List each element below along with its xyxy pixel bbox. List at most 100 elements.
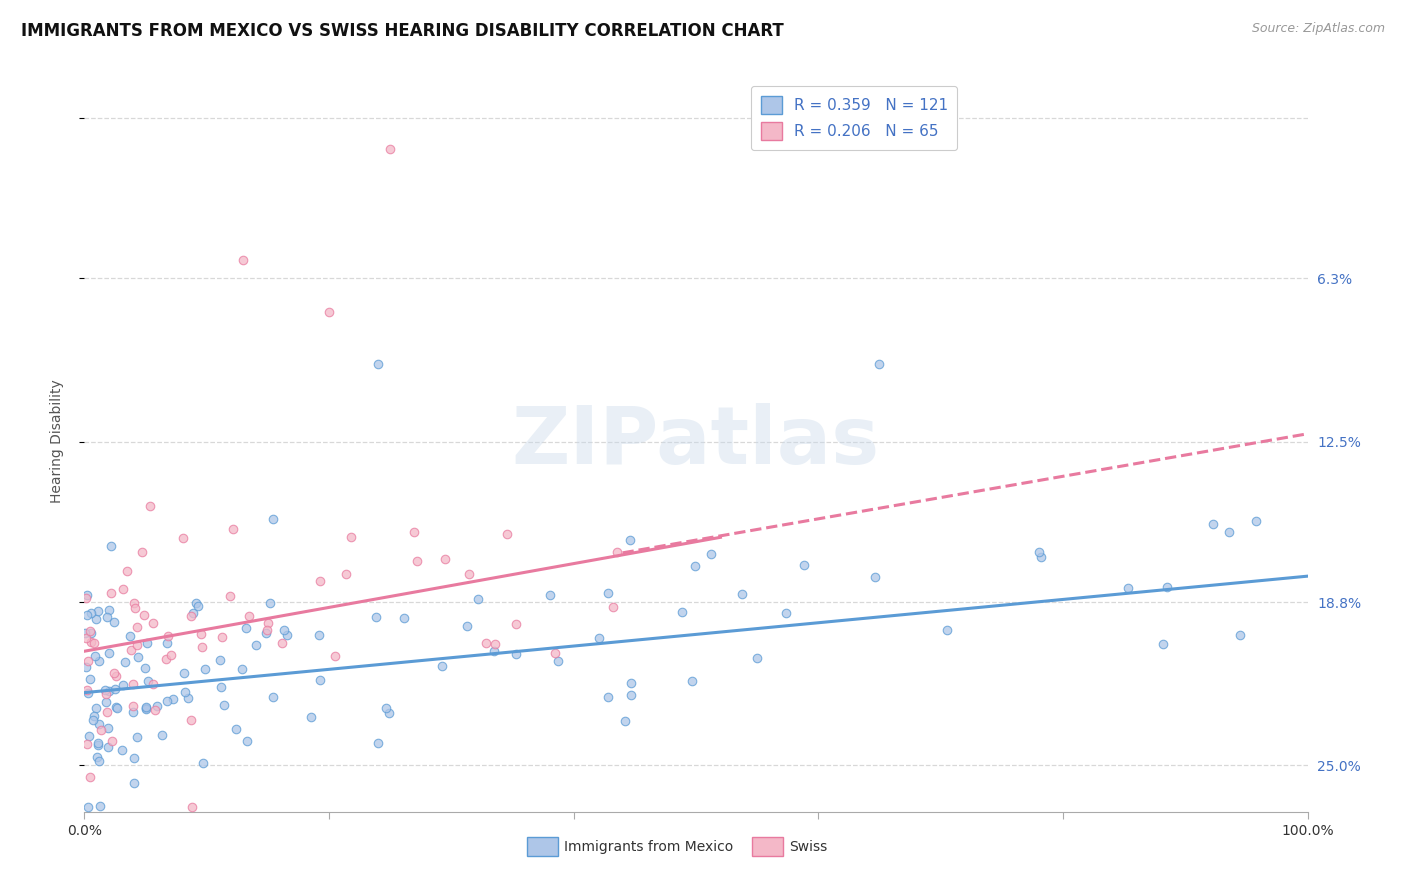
Point — [87, 654, 110, 668]
Point — [232, 253, 254, 268]
Point — [94, 695, 117, 709]
Point — [308, 574, 330, 589]
Point — [187, 599, 209, 614]
Point — [219, 589, 242, 603]
Text: Source: ZipAtlas.com: Source: ZipAtlas.com — [1251, 22, 1385, 36]
Point — [84, 701, 107, 715]
Point — [863, 570, 886, 584]
Point — [392, 611, 415, 625]
Point — [97, 684, 120, 698]
Point — [191, 756, 214, 771]
Point — [111, 743, 134, 757]
Text: ZIPatlas: ZIPatlas — [512, 402, 880, 481]
Point — [121, 698, 143, 713]
Point — [606, 545, 628, 559]
Point — [76, 588, 98, 602]
Legend: R = 0.359   N = 121, R = 0.206   N = 65: R = 0.359 N = 121, R = 0.206 N = 65 — [751, 87, 957, 150]
Point — [209, 680, 232, 694]
Point — [75, 631, 97, 645]
Point — [76, 607, 98, 622]
Point — [335, 567, 357, 582]
Point — [75, 591, 97, 606]
Point — [82, 713, 104, 727]
Point — [308, 628, 330, 642]
Point — [699, 547, 721, 561]
Point — [620, 689, 643, 703]
Point — [135, 702, 157, 716]
Point — [83, 649, 105, 664]
Point — [671, 605, 693, 619]
Point — [155, 651, 177, 665]
Point — [112, 582, 135, 596]
Point — [588, 632, 610, 646]
Point — [364, 609, 387, 624]
Point — [124, 600, 146, 615]
Point — [180, 713, 202, 727]
Point — [245, 638, 267, 652]
Point — [172, 531, 194, 545]
Point — [105, 669, 128, 683]
Point — [115, 564, 138, 578]
Point — [103, 615, 125, 629]
Point — [1029, 550, 1052, 565]
Point — [135, 700, 157, 714]
Point — [162, 691, 184, 706]
Point — [104, 700, 127, 714]
Point — [598, 585, 620, 599]
Point — [367, 736, 389, 750]
Point — [79, 624, 101, 638]
Point — [122, 750, 145, 764]
Point — [134, 660, 156, 674]
Point — [180, 609, 202, 624]
Point — [122, 596, 145, 610]
Point — [775, 606, 797, 620]
Point — [181, 799, 204, 814]
Point — [87, 736, 110, 750]
Point — [1202, 517, 1225, 532]
Point — [120, 643, 142, 657]
Point — [77, 799, 100, 814]
Point — [173, 666, 195, 681]
Point — [100, 539, 122, 553]
Point — [173, 685, 195, 699]
Point — [156, 694, 179, 708]
Point — [211, 631, 233, 645]
Point — [190, 627, 212, 641]
Point — [433, 552, 456, 566]
Point — [76, 686, 98, 700]
Point — [262, 690, 284, 704]
Point — [484, 637, 506, 651]
Point — [374, 701, 396, 715]
Point — [1153, 638, 1175, 652]
Point — [96, 705, 118, 719]
Point — [340, 530, 363, 544]
Point — [160, 648, 183, 662]
Point — [619, 533, 641, 548]
Point — [156, 636, 179, 650]
Point — [380, 142, 402, 156]
Point — [405, 554, 427, 568]
Point — [87, 738, 110, 752]
Point — [93, 683, 115, 698]
Point — [96, 609, 118, 624]
Point — [142, 615, 165, 630]
Point — [127, 650, 149, 665]
Point — [157, 629, 180, 643]
Point — [602, 600, 624, 615]
Point — [309, 673, 332, 687]
Point — [122, 677, 145, 691]
Point — [83, 636, 105, 650]
Point — [793, 558, 815, 572]
Point — [90, 723, 112, 737]
Point — [136, 636, 159, 650]
Point — [125, 638, 148, 652]
Point — [80, 606, 103, 620]
Point — [543, 646, 565, 660]
Point — [193, 662, 215, 676]
Point — [467, 592, 489, 607]
Point — [98, 646, 121, 660]
Point — [80, 635, 103, 649]
Point — [475, 636, 498, 650]
Point — [76, 737, 98, 751]
Point — [79, 672, 101, 686]
